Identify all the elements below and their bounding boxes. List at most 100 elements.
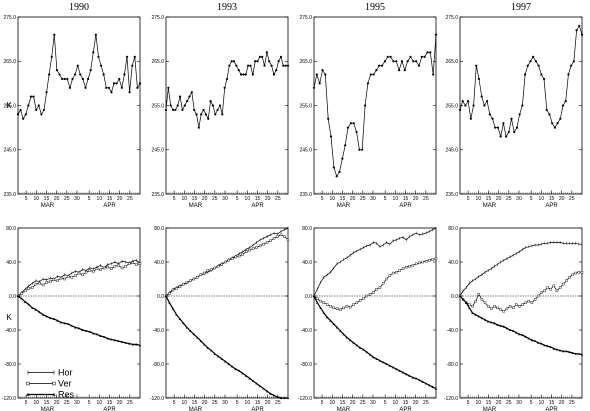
data-point-res [493,322,496,325]
data-point-res [405,373,408,376]
data-point [321,69,324,72]
y-tick-label: 245.0 [151,148,164,154]
x-tick-label: 30 [74,196,80,202]
y-tick-label: 265.0 [445,59,458,65]
data-point-res [527,337,531,340]
panel-title: 1997 [511,2,531,13]
y-tick-label: 80.0 [448,226,458,232]
data-point [181,108,184,112]
data-point-ver [411,264,415,267]
x-tick-label: 5 [236,196,239,202]
x-tick-label: 20 [117,196,123,202]
data-point [81,77,84,81]
data-point-res [552,347,556,350]
x-tick-label: 25 [64,196,70,202]
data-point-res [199,339,203,343]
data-point-ver [316,297,319,300]
data-point-res [342,333,345,336]
data-point [19,108,22,112]
data-point [242,73,245,76]
data-point-ver [251,247,255,250]
data-point [355,130,358,134]
data-point-ver [474,299,477,303]
data-point [195,113,198,116]
data-point-res [286,396,290,399]
data-point-ver [480,298,484,301]
y-tick-label: 235.0 [3,192,16,198]
x-tick-label: 15 [340,196,346,202]
temp-ylabel: K [6,101,12,110]
data-point [461,99,464,103]
x-tick-label: 25 [127,400,133,406]
legend-label: Hor [58,368,73,378]
data-point-ver [45,281,48,284]
x-tick-label: 20 [413,196,419,202]
data-point-ver [434,257,438,260]
legend-label: Res [58,390,75,400]
x-tick-label: 5 [467,196,470,202]
data-point [518,113,521,116]
data-point [138,82,142,85]
data-point [338,170,341,173]
data-point-ver [565,279,568,282]
x-tick-label: 10 [182,400,188,406]
data-point [458,108,462,112]
data-point-res [95,333,99,336]
y-tick-label: 80.0 [302,226,312,232]
data-point [164,108,168,112]
data-point [55,69,59,72]
x-tick-label: 5 [236,400,239,406]
data-point-ver [31,286,34,289]
y-tick-label: 80.0 [154,226,164,232]
data-point-res [175,313,178,316]
data-point [53,33,56,36]
data-point [329,135,333,138]
y-tick-label: -80.0 [5,362,17,368]
data-point-ver [496,306,499,310]
data-point [183,104,186,107]
data-point [496,126,500,129]
data-point [423,55,426,58]
data-point [202,108,205,112]
x-tick-label: 25 [275,196,281,202]
data-point-ver [352,303,355,306]
data-point-ver [362,297,365,300]
data-point [200,113,203,116]
data-point [115,82,118,85]
x-tick-label: 15 [44,400,50,406]
data-point-ver [135,263,138,266]
plot-frame [313,227,437,399]
data-point [136,86,139,89]
data-point-res [81,328,84,331]
data-point [71,77,74,81]
panel-title: 1993 [217,2,237,13]
legend-item-hor: Hor [27,368,73,378]
data-point [475,64,478,67]
data-point-ver [319,299,322,303]
data-point-res [352,341,355,344]
data-point-res [279,396,283,399]
data-point [567,73,570,76]
data-point [504,135,508,138]
data-point-ver [375,288,378,291]
data-point-ver [335,307,339,310]
panel-temp-1995: 1995 235.0 245.0 255.0 265.0 275.0 5 10 15 20 25 30… [299,2,438,209]
data-point [372,73,375,76]
data-point-ver [99,268,102,271]
data-point [27,104,30,107]
data-point [214,113,217,116]
data-point-res [120,340,124,343]
data-point-res [38,310,41,314]
data-point-ver [521,303,524,306]
data-point [282,64,285,67]
data-point-res [418,378,421,382]
data-point [400,60,404,63]
data-point-ver [38,282,41,285]
data-point-ver [398,269,401,272]
month-label: MAR [41,407,55,411]
data-point [40,113,43,116]
data-point-ver [196,276,199,279]
data-point [392,60,395,63]
data-point-res [562,350,565,353]
y-tick-label: 235.0 [151,192,164,198]
